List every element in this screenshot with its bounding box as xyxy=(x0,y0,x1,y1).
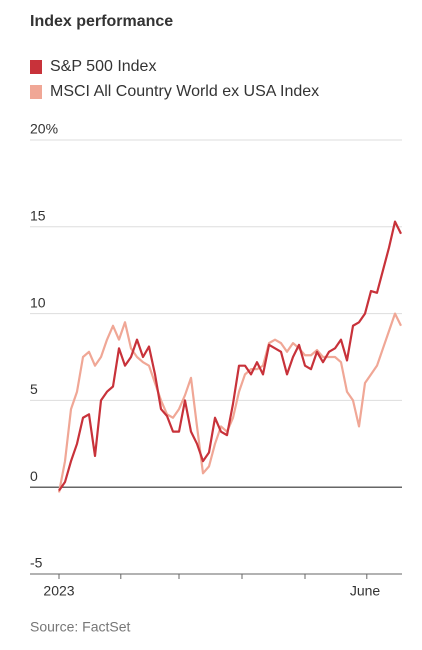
x-tick-label: June xyxy=(350,583,381,599)
legend-swatch xyxy=(30,60,42,74)
y-tick-label: 20% xyxy=(30,121,58,137)
y-tick-label: 5 xyxy=(30,381,38,397)
chart-title: Index performance xyxy=(30,13,173,30)
source: Source: FactSet xyxy=(30,619,130,635)
legend-swatch xyxy=(30,85,42,99)
y-tick-label: 10 xyxy=(30,294,46,310)
legend-label: S&P 500 Index xyxy=(50,58,156,75)
y-tick-label: 15 xyxy=(30,208,46,224)
x-tick-label: 2023 xyxy=(43,583,74,599)
y-tick-label: 0 xyxy=(30,468,38,484)
legend-label: MSCI All Country World ex USA Index xyxy=(50,83,319,100)
series-line xyxy=(58,220,402,492)
y-tick-label: -5 xyxy=(30,555,43,571)
